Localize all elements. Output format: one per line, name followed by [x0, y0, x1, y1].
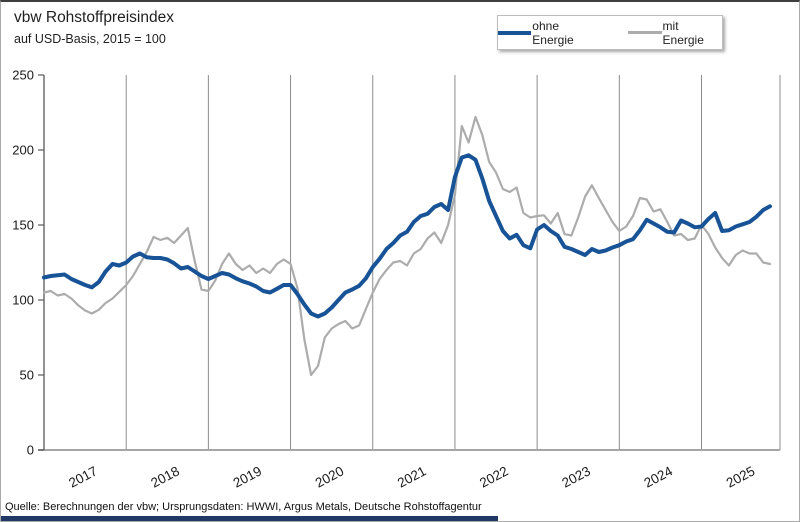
y-tick-label: 100 — [12, 293, 34, 308]
chart-subtitle: auf USD-Basis, 2015 = 100 — [14, 32, 166, 46]
x-tick-label: 2023 — [559, 463, 593, 490]
series-line-ohne-energie — [42, 153, 772, 319]
x-tick-label: 2025 — [724, 463, 758, 490]
source-note: Quelle: Berechnungen der vbw; Ursprungsd… — [5, 501, 482, 513]
y-tick-label: 200 — [12, 143, 34, 158]
x-tick-label: 2018 — [148, 463, 182, 490]
chart-title: vbw Rohstoffpreisindex — [14, 9, 174, 26]
series-line-mit-energie — [42, 115, 772, 377]
line-swatch-ohne-energie — [498, 30, 532, 35]
x-tick-label: 2021 — [395, 463, 429, 490]
y-tick-label: 0 — [27, 443, 34, 458]
x-tick-label: 2024 — [642, 463, 676, 491]
legend-label: ohne Energie — [532, 18, 574, 47]
legend-item-mit-energie: mit Energie — [628, 19, 722, 47]
legend-label: mit Energie — [662, 18, 704, 47]
x-tick-label: 2019 — [231, 463, 265, 490]
legend-item-ohne-energie: ohne Energie — [498, 19, 602, 47]
x-tick-label: 2022 — [477, 463, 511, 490]
y-tick-label: 50 — [20, 368, 34, 383]
x-tick-label: 2020 — [313, 463, 347, 490]
x-tick-label: 2017 — [66, 463, 100, 490]
line-swatch-mit-energie — [628, 31, 662, 34]
accent-bar — [1, 516, 498, 521]
y-tick-label: 150 — [12, 218, 34, 233]
legend: ohne Energie mit Energie — [497, 15, 723, 50]
y-tick-label: 250 — [12, 68, 34, 83]
